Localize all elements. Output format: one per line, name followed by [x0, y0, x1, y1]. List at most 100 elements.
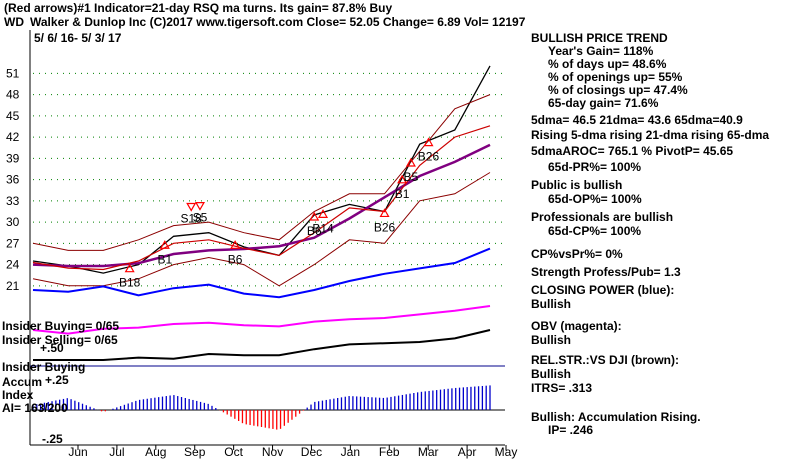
panel-openings-up: % of openings up= 55%: [548, 70, 683, 84]
panel-relstr: REL.STR.:VS DJI (brown):: [531, 353, 679, 367]
accum-label: Accum: [2, 375, 42, 389]
signal-arrow-2: [159, 240, 170, 249]
y-tick-48: 48: [6, 88, 20, 102]
panel-professionals: Professionals are bullish: [531, 210, 673, 224]
panel-relstr-bullish: Bullish: [531, 367, 571, 381]
signal-arrow-9: [405, 157, 416, 167]
panel-65day-gain: 65-day gain= 71.6%: [548, 96, 659, 110]
x-tick-Nov: Nov: [262, 445, 283, 459]
x-tick-Oct: Oct: [224, 445, 243, 459]
panel-accum: Bullish: Accumulation Rising.: [531, 410, 701, 424]
y-tick-36: 36: [6, 173, 20, 187]
signal-arrow-10: [423, 137, 434, 147]
series-lower-band: [32, 172, 491, 287]
panel-pr: 65d-PR%= 100%: [548, 160, 641, 174]
header-date-range: 5/ 6/ 16- 5/ 3/ 17: [34, 31, 122, 45]
panel-years-gain: Year's Gain= 118%: [548, 44, 654, 58]
panel-ip: IP= .246: [548, 423, 593, 437]
level-plus25-label: +.25: [45, 373, 69, 387]
signal-b1-2: B1: [157, 252, 172, 266]
panel-cp-bullish: Bullish: [531, 297, 571, 311]
index-label: Index: [2, 388, 34, 402]
y-tick-39: 39: [6, 151, 20, 165]
y-tick-24: 24: [6, 258, 20, 272]
series-65-dma: [32, 143, 491, 268]
plot-frame: [29, 30, 505, 446]
panel-cp: 65d-CP%= 100%: [548, 224, 641, 238]
x-tick-Dec: Dec: [301, 445, 322, 459]
panel-public: Public is bullish: [531, 178, 622, 192]
signal-arrow-3: [124, 263, 135, 273]
signal-b1-8: B1: [395, 187, 410, 201]
level-minus25-label: -.25: [42, 432, 63, 446]
x-tick-labels: Jun Jul Aug Sep Oct Nov Dec Jan Feb Mar Apr May: [68, 445, 517, 459]
relstr-line: [33, 329, 491, 361]
y-tick-51: 51: [6, 66, 20, 80]
x-tick-Jul: Jul: [109, 445, 124, 459]
signal-s5-0: S5: [193, 211, 208, 225]
x-tick-May: May: [495, 445, 518, 459]
panel-obv: OBV (magenta):: [531, 319, 622, 333]
signal-b26-10: B26: [418, 150, 440, 164]
level-plus50-label: +.50: [40, 341, 64, 355]
header-company-line: Walker & Dunlop Inc (C)2017 www.tigersof…: [30, 15, 526, 29]
signal-b26-7: B26: [374, 220, 396, 234]
y-tick-labels: 21 24 27 30 33 36 39 42 45 48 51: [6, 66, 20, 293]
signal-arrow-8: [397, 174, 408, 184]
obv-line: [32, 305, 491, 335]
x-tick-Jun: Jun: [68, 445, 87, 459]
accumulation-histogram: [30, 385, 505, 430]
signal-arrow-5: [309, 211, 320, 221]
signal-arrow-4: [230, 240, 241, 249]
x-tick-Apr: Apr: [458, 445, 477, 459]
header-ticker: WD: [4, 15, 24, 29]
indicator-lines: [30, 247, 505, 367]
panel-aroc: 5dmaAROC= 765.1 % PivotP= 45.65: [531, 144, 733, 158]
y-tick-42: 42: [6, 130, 20, 144]
y-tick-21: 21: [6, 279, 20, 293]
y-tick-45: 45: [6, 109, 20, 123]
header-indicator-text: (Red arrows)#1 Indicator=21-day RSQ ma t…: [4, 1, 392, 15]
insider-buying-label-2: Insider Buying: [2, 360, 85, 374]
panel-strength: Strength Profess/Pub= 1.3: [531, 265, 681, 279]
panel-closing-power: CLOSING POWER (blue):: [531, 283, 674, 297]
panel-itrs: ITRS= .313: [531, 381, 592, 395]
panel-obv-bullish: Bullish: [531, 333, 571, 347]
x-tick-Mar: Mar: [418, 445, 439, 459]
signal-b5-9: B5: [404, 170, 419, 184]
panel-rising: Rising 5-dma rising 21-dma rising 65-dma: [531, 128, 769, 142]
y-tick-30: 30: [6, 215, 20, 229]
x-tick-Jan: Jan: [341, 445, 360, 459]
panel-closings-up: % of closings up= 47.4%: [548, 83, 688, 97]
ai-label: AI= 163/200: [2, 401, 68, 415]
y-tick-33: 33: [6, 194, 20, 208]
x-tick-Sep: Sep: [184, 445, 206, 459]
price-series: [32, 65, 491, 287]
series-21-dma: [32, 125, 491, 271]
series-upper-band: [32, 94, 491, 251]
signal-s18-1: S18: [181, 211, 203, 225]
x-tick-Feb: Feb: [379, 445, 400, 459]
signal-arrow-7: [379, 208, 390, 218]
right-info-panel: BULLISH PRICE TREND Year's Gain= 118% % …: [531, 31, 769, 437]
signal-b14-6: B14: [312, 221, 334, 235]
x-tick-Aug: Aug: [145, 445, 166, 459]
signal-b18-3: B18: [119, 276, 141, 290]
insider-buying-label: Insider Buying= 0/65: [2, 319, 119, 333]
y-tick-27: 27: [6, 236, 20, 250]
closing-power-line: [32, 247, 491, 299]
series-close: [32, 65, 491, 274]
panel-dma: 5dma= 46.5 21dma= 43.6 65dma=40.9: [531, 113, 743, 127]
signal-b6-5: B6: [307, 224, 322, 238]
signal-arrow-1: [186, 202, 197, 212]
panel-days-up: % of days up= 48.6%: [548, 57, 667, 71]
signal-arrow-6: [317, 209, 329, 218]
panel-bullish-trend: BULLISH PRICE TREND: [531, 31, 668, 45]
panel-op: 65d-OP%= 100%: [548, 192, 642, 206]
insider-selling-label: Insider Selling= 0/65: [2, 333, 118, 347]
signal-arrow-0: [194, 201, 206, 211]
signal-b6-4: B6: [228, 252, 243, 266]
